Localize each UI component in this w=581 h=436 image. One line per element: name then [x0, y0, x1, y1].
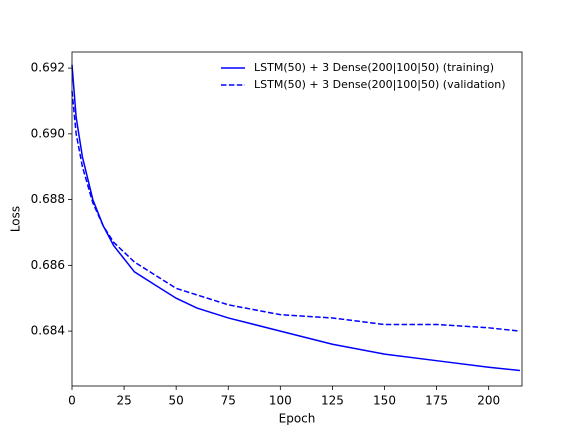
y-tick-label: 0.688 — [31, 192, 65, 206]
y-tick-label: 0.684 — [31, 324, 65, 338]
y-axis-label: Loss — [9, 206, 23, 232]
x-tick-label: 25 — [116, 394, 131, 408]
y-tick-label: 0.692 — [31, 61, 65, 75]
data-line — [71, 91, 520, 332]
data-line — [71, 64, 520, 372]
x-tick-label: 100 — [269, 394, 292, 408]
x-tick-label: 150 — [373, 394, 396, 408]
x-tick-label: 125 — [321, 394, 344, 408]
y-tick-label: 0.690 — [31, 126, 65, 140]
x-tick-label: 200 — [477, 394, 500, 408]
legend-label: LSTM(50) + 3 Dense(200|100|50) (training… — [254, 61, 494, 74]
plot-frame — [71, 51, 523, 387]
legend-label: LSTM(50) + 3 Dense(200|100|50) (validati… — [254, 78, 506, 91]
x-axis-label: Epoch — [279, 412, 316, 426]
x-tick-label: 50 — [169, 394, 184, 408]
x-tick-label: 75 — [221, 394, 236, 408]
x-tick-label: 175 — [425, 394, 448, 408]
x-tick-label: 0 — [68, 394, 76, 408]
y-tick-label: 0.686 — [31, 258, 65, 272]
